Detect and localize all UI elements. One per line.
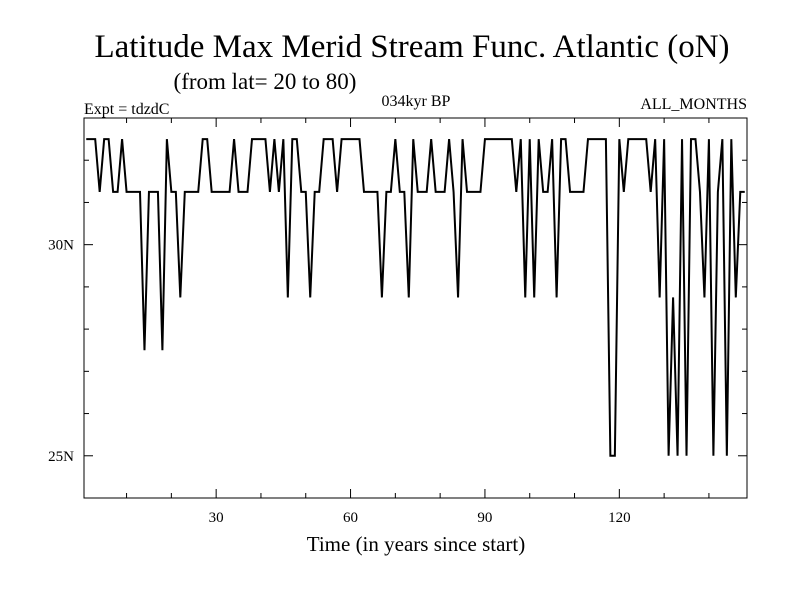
chart-title: Latitude Max Merid Stream Func. Atlantic… (94, 29, 729, 65)
x-axis-label: Time (in years since start) (307, 532, 526, 556)
y-axis-ticks (84, 159, 747, 457)
x-tick-label: 90 (477, 510, 492, 526)
experiment-label: Expt = tdzdC (84, 101, 169, 118)
x-tick-label: 30 (209, 510, 224, 526)
y-axis-tick-labels: 25N 30N (48, 238, 74, 465)
plot-frame (83, 117, 748, 499)
x-tick-label: 120 (608, 510, 631, 526)
y-tick-label: 30N (48, 238, 74, 254)
period-label: 034kyr BP (382, 93, 451, 110)
chart-subtitle: (from lat= 20 to 80) (174, 69, 357, 94)
months-label: ALL_MONTHS (640, 96, 747, 113)
x-axis-ticks (126, 118, 710, 498)
x-axis-tick-labels: 30 60 90 120 (209, 510, 631, 526)
x-tick-label: 60 (343, 510, 358, 526)
y-tick-label: 25N (48, 449, 74, 465)
series-line (86, 138, 745, 457)
